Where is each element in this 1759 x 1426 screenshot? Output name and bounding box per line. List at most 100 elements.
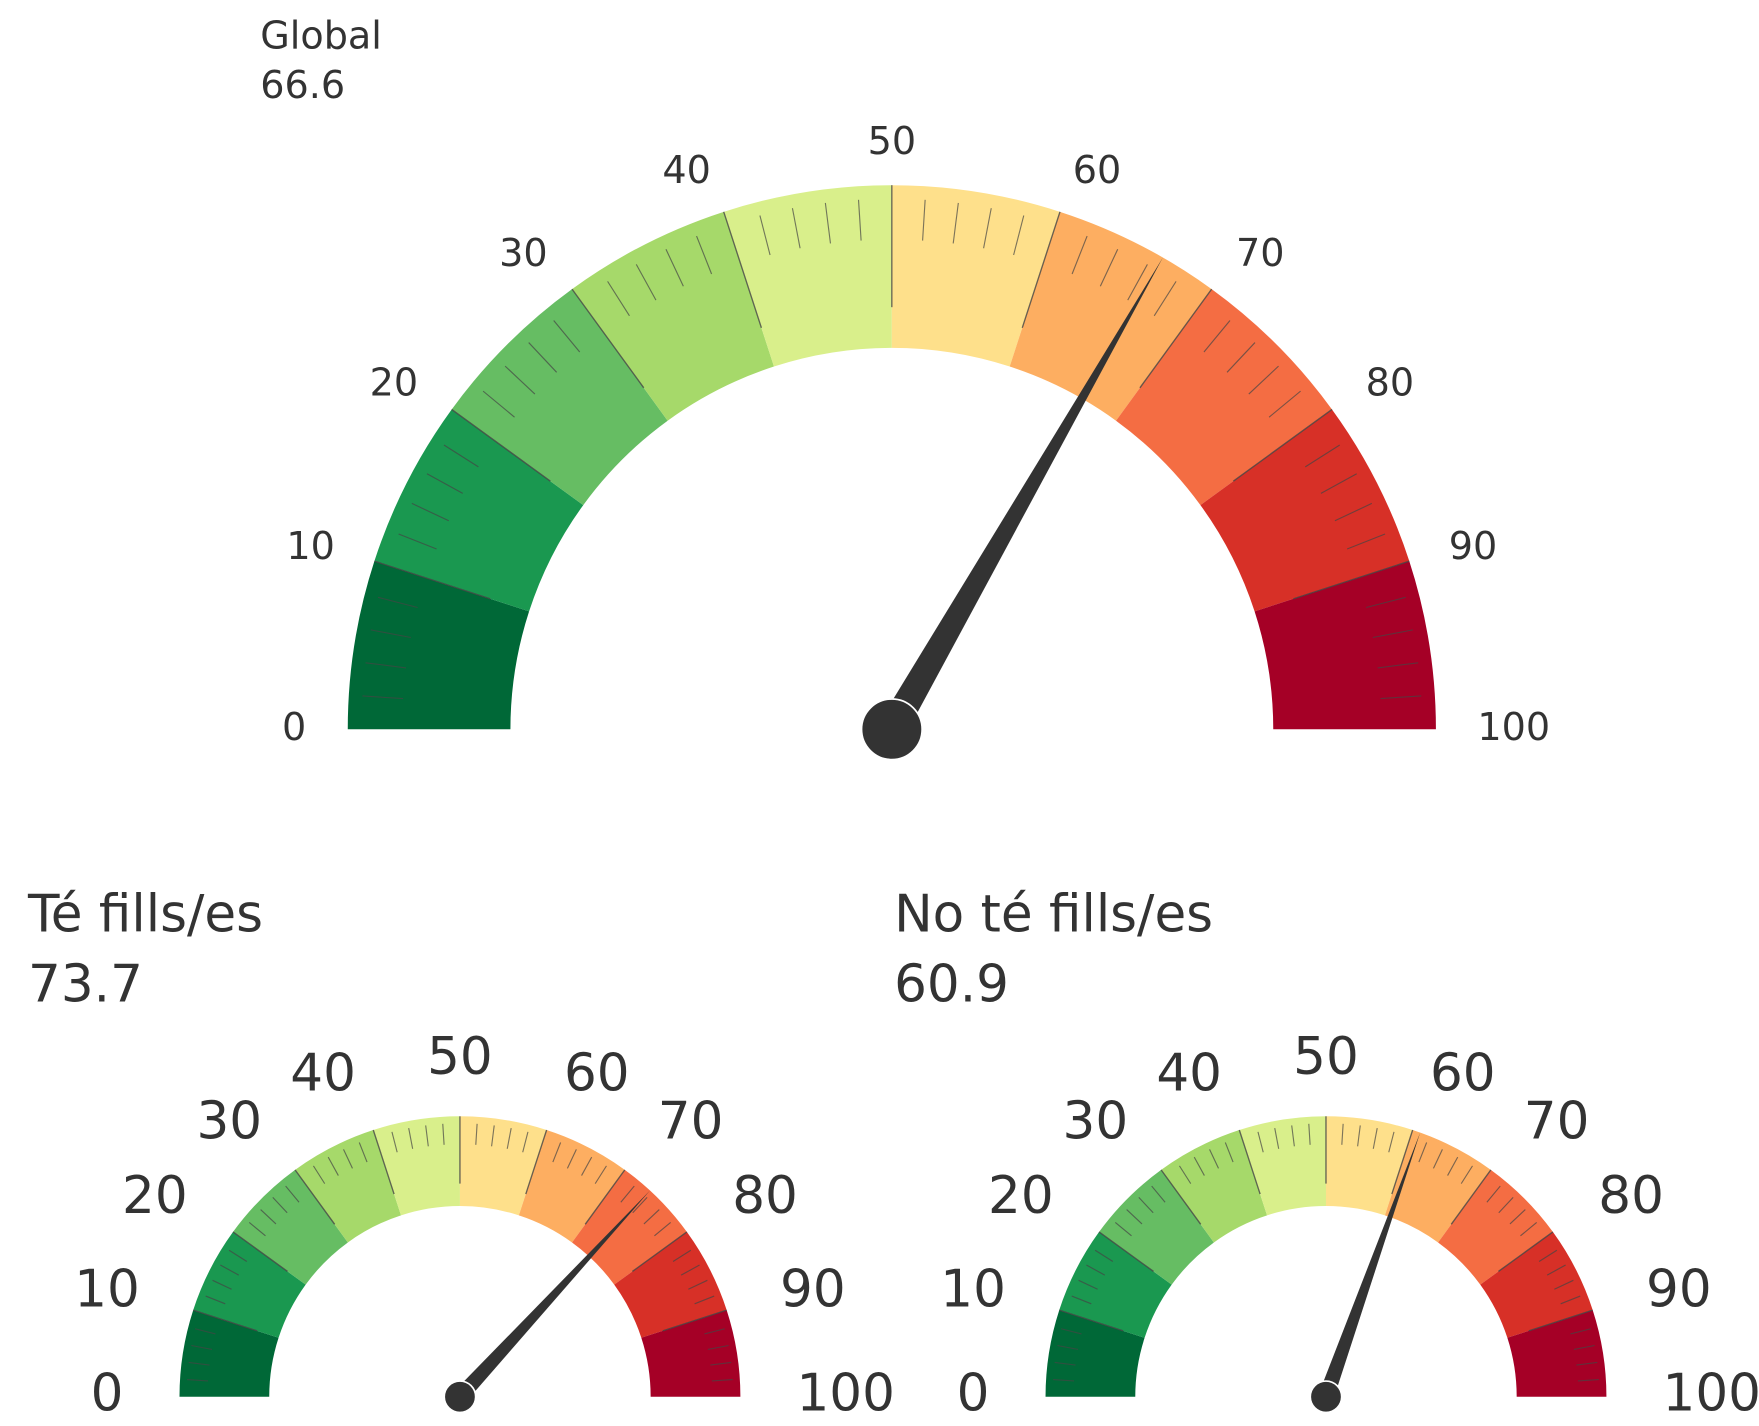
minor-tick: [1380, 695, 1422, 700]
minor-tick: [1418, 1142, 1428, 1163]
minor-tick: [1071, 235, 1088, 275]
gauge-needle: [454, 1190, 650, 1403]
major-tick: [1238, 1129, 1261, 1195]
minor-tick: [635, 264, 657, 301]
gauge-title: Té fills/es: [27, 885, 263, 945]
gauge-band: [193, 1231, 306, 1338]
minor-tick: [370, 629, 411, 639]
major-tick: [1232, 408, 1333, 482]
gauge-band: [1009, 211, 1212, 421]
gauge-needle: [1318, 1132, 1421, 1400]
minor-tick: [327, 1156, 339, 1176]
minor-tick: [1126, 1209, 1143, 1225]
tick-label: 90: [1646, 1260, 1712, 1320]
minor-tick: [704, 1328, 725, 1335]
tick-label: 60: [1073, 148, 1122, 192]
minor-tick: [205, 1295, 226, 1305]
minor-tick: [1520, 1222, 1538, 1237]
gauge-band: [1325, 1116, 1413, 1216]
major-tick: [193, 1309, 258, 1332]
needle-hub: [1309, 1380, 1343, 1414]
major-tick: [294, 1169, 336, 1225]
minor-tick: [426, 473, 464, 494]
gauge-value: 73.7: [28, 954, 143, 1014]
major-tick: [1160, 1169, 1202, 1225]
minor-tick: [528, 342, 558, 373]
minor-tick: [1057, 1344, 1079, 1350]
tick-label: 100: [796, 1364, 894, 1424]
gauge-band: [1099, 1169, 1214, 1285]
minor-tick: [1054, 1361, 1076, 1366]
needle-hub: [860, 698, 923, 761]
minor-tick: [312, 1165, 326, 1184]
major-tick: [1293, 560, 1410, 600]
minor-tick: [594, 1165, 607, 1184]
gauge-band: [1161, 1130, 1268, 1243]
minor-tick: [1060, 1328, 1082, 1335]
tick-label: 40: [662, 148, 711, 192]
major-tick: [1021, 211, 1061, 329]
major-tick: [1450, 1169, 1492, 1225]
tick-label: 0: [957, 1364, 990, 1424]
tick-label: 10: [74, 1260, 140, 1320]
minor-tick: [1560, 1295, 1581, 1305]
minor-tick: [1078, 1279, 1098, 1290]
minor-tick: [1334, 502, 1373, 522]
tick-label: 50: [1293, 1027, 1359, 1087]
minor-tick: [688, 1279, 708, 1290]
minor-tick: [1486, 1185, 1501, 1203]
minor-tick: [581, 1156, 593, 1176]
minor-tick: [1127, 264, 1148, 301]
minor-tick: [1114, 1222, 1132, 1237]
major-tick: [1528, 1309, 1593, 1332]
gauge-band: [614, 1231, 727, 1338]
major-tick: [525, 1129, 548, 1195]
minor-tick: [665, 249, 684, 287]
minor-tick: [696, 235, 713, 275]
gauge-band: [1480, 1231, 1593, 1338]
minor-tick: [408, 1128, 414, 1149]
minor-tick: [1372, 629, 1414, 639]
minor-tick: [1432, 1149, 1443, 1169]
minor-tick: [1341, 1123, 1344, 1145]
tick-label: 100: [1477, 705, 1550, 749]
minor-tick: [1209, 1149, 1220, 1169]
tick-label: 50: [868, 119, 917, 163]
gauge-title: Global: [260, 14, 382, 58]
minor-tick: [365, 662, 407, 669]
minor-tick: [952, 202, 959, 244]
minor-tick: [711, 1379, 733, 1382]
minor-tick: [1570, 1328, 1591, 1335]
major-tick: [1098, 1231, 1154, 1273]
minor-tick: [285, 1185, 300, 1203]
minor-tick: [1447, 1156, 1459, 1176]
minor-tick: [1274, 1128, 1280, 1149]
tick-label: 40: [1156, 1044, 1222, 1104]
minor-tick: [248, 1222, 266, 1237]
tick-label: 40: [290, 1044, 356, 1104]
minor-tick: [1138, 1197, 1154, 1214]
gauge-band: [373, 1116, 460, 1216]
minor-tick: [188, 1361, 210, 1366]
minor-tick: [1151, 1185, 1166, 1203]
minor-tick: [1094, 1249, 1114, 1262]
major-tick: [631, 1231, 688, 1273]
minor-tick: [1365, 596, 1406, 609]
gauge-band: [1059, 1231, 1172, 1338]
major-tick: [571, 288, 645, 389]
minor-tick: [522, 1131, 529, 1153]
tick-label: 30: [196, 1091, 262, 1151]
minor-tick: [398, 533, 437, 550]
minor-tick: [1346, 533, 1386, 550]
minor-tick: [707, 1344, 729, 1350]
tick-label: 90: [780, 1260, 846, 1320]
minor-tick: [475, 1123, 478, 1145]
gauge-band: [295, 1130, 402, 1243]
minor-tick: [710, 1361, 732, 1366]
minor-tick: [1320, 473, 1357, 494]
gauge-band: [374, 409, 584, 612]
minor-tick: [362, 695, 404, 700]
minor-tick: [1193, 1156, 1205, 1176]
minor-tick: [1153, 281, 1177, 317]
